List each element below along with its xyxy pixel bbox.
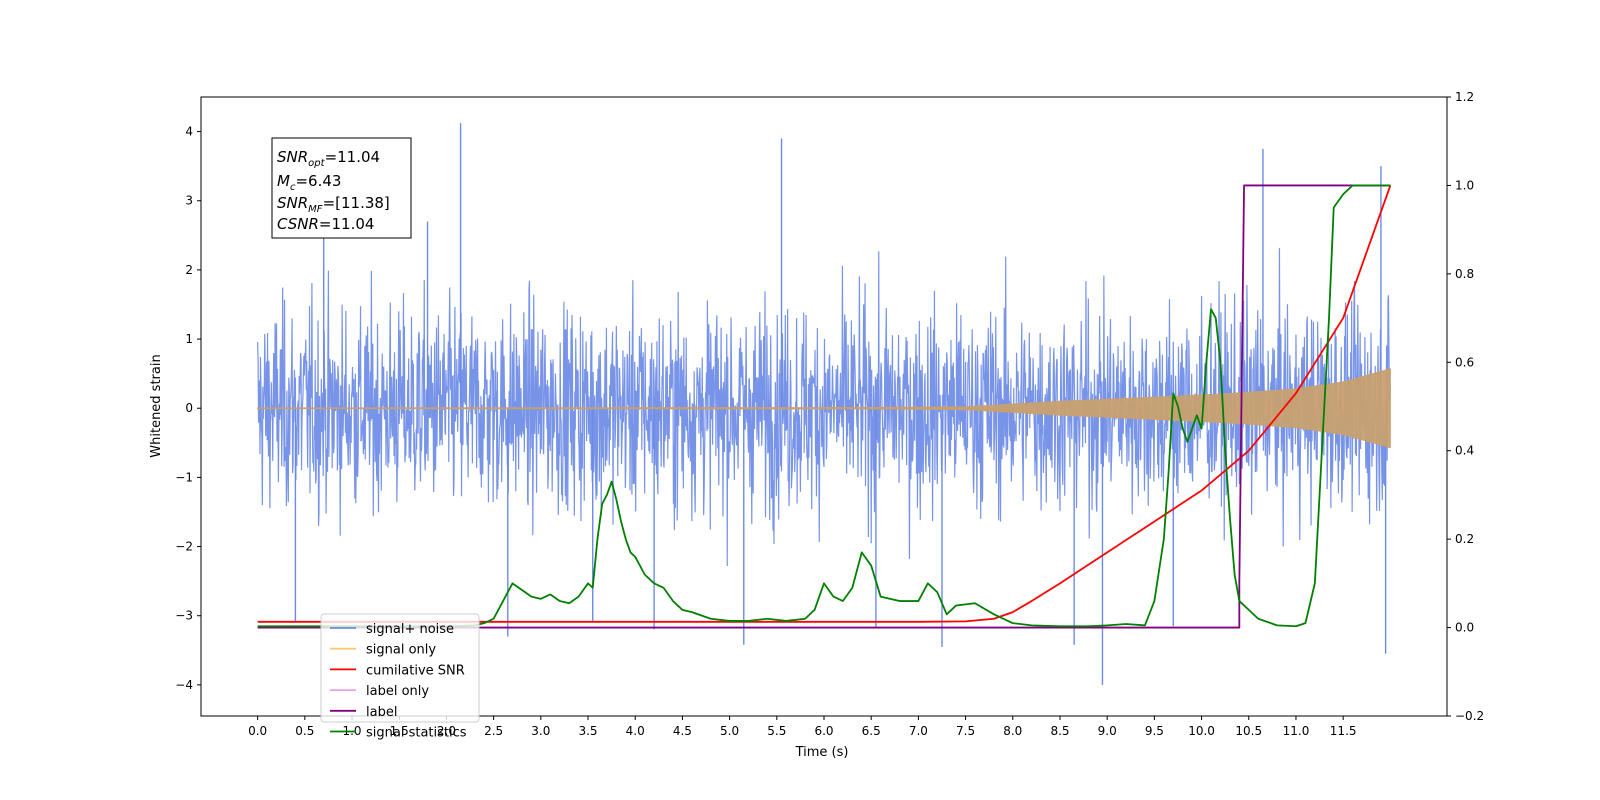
y-tick-label: 3 [185, 194, 193, 208]
legend-label: label [366, 705, 397, 720]
x-axis: 0.0 0.5 1.0 1.5 2.0 2.5 3.0 3.5 4.0 4.5 5.0 5.5 6.0 6… [248, 716, 1357, 738]
x-tick-label: 3.5 [578, 724, 597, 738]
x-tick-label: 5.0 [720, 724, 739, 738]
x-tick-label: 8.0 [1003, 724, 1022, 738]
legend-label: cumilative SNR [366, 663, 465, 678]
y-tick-label: −4 [175, 678, 193, 692]
x-tick-label: 9.0 [1098, 724, 1117, 738]
series-signal-only [257, 368, 1391, 449]
y-tick-label: 2 [185, 263, 193, 277]
legend-label: signal statistics [366, 726, 467, 741]
x-tick-label: 7.0 [909, 724, 928, 738]
legend-label: signal only [366, 643, 436, 658]
x-tick-label: 10.5 [1235, 724, 1262, 738]
y-tick-label: −3 [175, 609, 193, 623]
y2-tick-label: 0.4 [1455, 444, 1474, 458]
y-tick-label: −2 [175, 540, 193, 554]
y2-tick-label: 0.0 [1455, 621, 1474, 635]
annotation-csnr: CSNR=11.04 [277, 215, 374, 233]
x-tick-label: 4.0 [626, 724, 645, 738]
x-tick-label: 0.5 [295, 724, 314, 738]
legend-frame [320, 613, 480, 723]
x-tick-label: 11.0 [1283, 724, 1310, 738]
signal-noise-line [257, 248, 1391, 567]
y-axis-label: Whitened strain [149, 354, 164, 457]
annotation-frame [271, 137, 412, 239]
series-cumilative-snr [257, 185, 1392, 623]
x-tick-label: 0.0 [248, 724, 267, 738]
x-tick-label: 10.0 [1188, 724, 1215, 738]
series-label [257, 184, 1391, 629]
y-tick-label: 4 [185, 125, 193, 139]
y2-tick-label: 1.2 [1455, 90, 1474, 104]
right-axis-series [257, 184, 1392, 629]
y2-tick-label: 0.8 [1455, 267, 1474, 281]
x-tick-label: 5.5 [767, 724, 786, 738]
x-tick-label: 11.5 [1330, 724, 1357, 738]
x-tick-label: 7.5 [956, 724, 975, 738]
series-signal-noise [257, 123, 1391, 685]
y2-tick-label: 1.0 [1455, 178, 1474, 192]
series-signal-statistics [257, 184, 1391, 628]
y-axis-right: −0.2 0.0 0.2 0.4 0.6 0.8 1.0 1.2 [1447, 90, 1484, 723]
x-tick-label: 4.5 [673, 724, 692, 738]
x-tick-label: 3.0 [531, 724, 550, 738]
x-axis-label: Time (s) [795, 745, 849, 760]
y2-tick-label: 0.6 [1455, 355, 1474, 369]
x-tick-label: 6.5 [862, 724, 881, 738]
y-axis-left: −4 −3 −2 −1 0 1 2 3 4 [175, 125, 201, 692]
x-tick-label: 8.5 [1050, 724, 1069, 738]
legend-label: label only [366, 684, 429, 699]
annotation-mc: Mc=6.43 [277, 172, 341, 193]
x-tick-label: 9.5 [1145, 724, 1164, 738]
legend: signal+ noise signal only cumilative SNR la… [320, 613, 480, 741]
legend-label: signal+ noise [366, 622, 454, 637]
plot-area [257, 123, 1392, 685]
y-tick-label: 0 [185, 401, 193, 415]
x-tick-label: 2.5 [484, 724, 503, 738]
y-tick-label: −1 [175, 470, 193, 484]
annotation-snr-mf: SNRMF=[11.38] [277, 194, 390, 215]
x-tick-label: 2.0 [437, 724, 456, 738]
y2-tick-label: 0.2 [1455, 532, 1474, 546]
x-tick-label: 1.5 [390, 724, 409, 738]
y2-tick-label: −0.2 [1455, 709, 1484, 723]
annotation-snr-opt: SNRopt=11.04 [277, 148, 380, 169]
annotation-box: SNRopt=11.04 Mc=6.43 SNRMF=[11.38] CSNR=… [271, 137, 412, 239]
x-tick-label: 6.0 [814, 724, 833, 738]
y-tick-label: 1 [185, 332, 193, 346]
